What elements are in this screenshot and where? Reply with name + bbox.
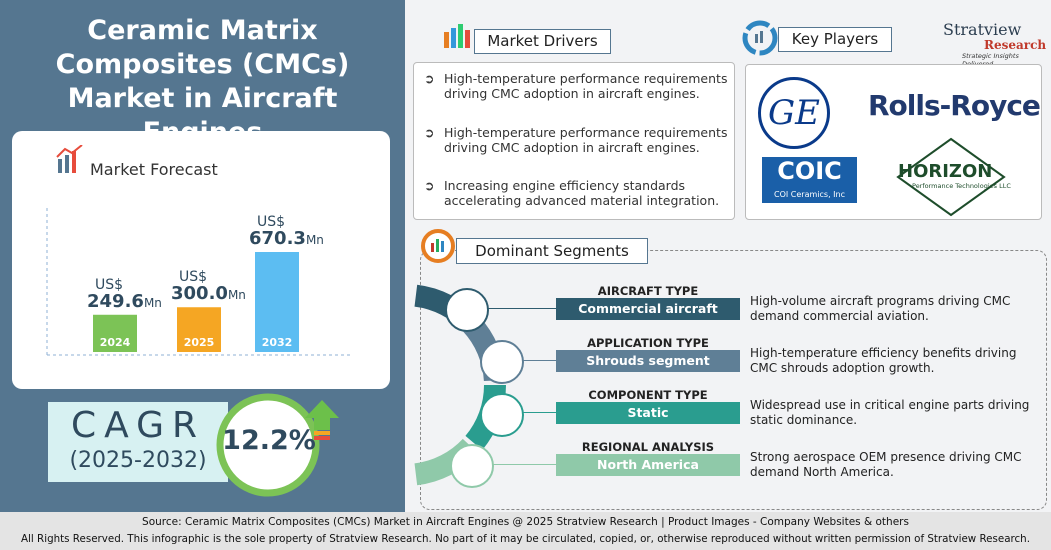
bar-category: 2024 [100,336,131,349]
cagr-label: CAGR [70,405,206,446]
players-title: Key Players [778,27,892,52]
segment-connector [522,412,556,413]
footer [0,512,1051,550]
segment-icon [450,444,494,488]
cagr-ring [216,393,339,497]
chart-title: Market Forecast [90,160,218,179]
segment-name: Shrouds segment [556,350,740,372]
segments-box [420,250,1047,510]
segment-type: COMPONENT TYPE [588,388,708,402]
bar [255,252,299,352]
bar [177,307,221,352]
value-label: 300.0 [171,283,228,304]
cagr-box [48,402,228,482]
drivers-icon [444,24,470,48]
value-label-group: 300.0Mn [171,283,246,304]
segment-description: High-temperature efficiency benefits dri… [750,346,1017,375]
cagr-period: (2025-2032) [69,448,207,473]
value-label-group: 249.6Mn [87,291,162,312]
segments-icon [421,229,455,263]
logo-horizon: HORIZON [898,161,993,182]
logo-ge: GE [758,77,830,149]
segment-name: Commercial aircraft [556,298,740,320]
chart: 2024US$249.6Mn2025US$300.0Mn2032US$670.3… [46,208,350,356]
segment-type: AIRCRAFT TYPE [597,284,699,298]
value-label: 249.6 [87,291,144,312]
drivers-header [440,18,474,56]
segment-description: High-volume aircraft programs driving CM… [750,294,1011,323]
segment-connector [487,308,556,309]
segment-type: REGIONAL ANALYSIS [581,440,715,454]
driver-item: High-temperature performance requirement… [424,125,744,155]
currency-label: US$ [257,214,285,230]
segments-title: Dominant Segments [456,238,648,264]
value-label-group: 670.3Mn [249,228,324,249]
segment-description: Widespread use in critical engine parts … [750,398,1030,427]
logo-horizon-sub: Performance Technologies LLC [912,182,1011,190]
players-box: GE Rolls-Royce COIC COI Ceramics, Inc HO… [745,64,1042,220]
bar-category: 2032 [262,336,293,349]
unit-label: Mn [228,288,246,302]
footer-source: Source: Ceramic Matrix Composites (CMCs)… [142,516,909,528]
chart-icon [56,145,83,173]
logo-coic-text: COIC [777,157,842,185]
segment-description: Strong aerospace OEM presence driving CM… [750,450,1022,479]
cagr-value: 12.2% [222,425,316,456]
drivers-box: High-temperature performance requirement… [413,62,735,220]
logo-rr: Rolls-Royce [868,89,1041,122]
unit-label: Mn [144,296,162,310]
segment-icon [445,288,489,332]
brand: Stratview [943,20,1022,39]
segment-connector [522,360,556,361]
segment-name: Static [556,402,740,424]
footer-rights: All Rights Reserved. This infographic is… [21,533,1030,545]
segment-icon [480,340,524,384]
players-icon [742,20,778,56]
driver-item: Increasing engine efficiency standards a… [424,178,744,208]
logo-horizon-shape [896,137,1006,217]
currency-label: US$ [95,277,123,293]
segment-type: APPLICATION TYPE [587,336,709,350]
driver-item: High-temperature performance requirement… [424,71,744,101]
bar [93,314,137,352]
brand-sub: Research [984,38,1047,52]
unit-label: Mn [306,233,324,247]
value-label: 670.3 [249,228,306,249]
logo-coic-sub: COI Ceramics, Inc [774,190,845,199]
logo-coic [762,157,857,203]
segment-connector [492,464,556,465]
segment-icon [480,393,524,437]
segment-name: North America [556,454,740,476]
drivers-title: Market Drivers [474,29,611,54]
bar-category: 2025 [184,336,215,349]
currency-label: US$ [179,269,207,285]
